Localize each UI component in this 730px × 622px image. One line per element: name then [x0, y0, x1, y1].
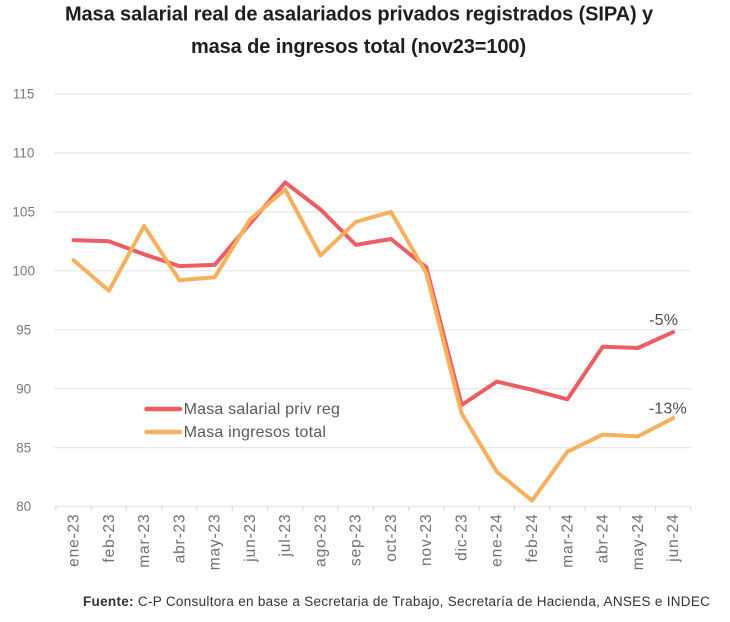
- svg-text:jun-24: jun-24: [665, 514, 682, 563]
- svg-text:abr-23: abr-23: [171, 514, 188, 564]
- svg-text:dic-23: dic-23: [454, 514, 471, 561]
- svg-text:-5%: -5%: [649, 312, 678, 329]
- svg-text:mar-24: mar-24: [559, 514, 576, 568]
- svg-text:oct-23: oct-23: [383, 514, 400, 562]
- svg-text:-13%: -13%: [649, 401, 687, 418]
- svg-text:feb-23: feb-23: [101, 514, 118, 563]
- svg-text:80: 80: [16, 499, 31, 514]
- svg-text:95: 95: [16, 322, 31, 337]
- svg-text:abr-24: abr-24: [595, 514, 612, 564]
- svg-text:115: 115: [13, 87, 35, 102]
- svg-text:nov-23: nov-23: [418, 514, 435, 567]
- svg-text:Masa ingresos total: Masa ingresos total: [184, 424, 327, 441]
- svg-text:ene-24: ene-24: [489, 514, 506, 567]
- svg-text:feb-24: feb-24: [524, 514, 541, 563]
- svg-text:Fuente: C-P Consultora en base: Fuente: C-P Consultora en base a Secreta…: [83, 594, 710, 609]
- svg-text:may-24: may-24: [630, 514, 647, 571]
- svg-text:may-23: may-23: [207, 514, 224, 571]
- svg-text:jun-23: jun-23: [242, 514, 259, 563]
- svg-text:ago-23: ago-23: [312, 514, 329, 567]
- svg-text:90: 90: [16, 381, 31, 396]
- svg-text:Masa salarial priv reg: Masa salarial priv reg: [184, 401, 340, 418]
- svg-text:105: 105: [12, 205, 35, 220]
- svg-text:masa de ingresos total (nov23=: masa de ingresos total (nov23=100): [191, 36, 526, 58]
- svg-text:sep-23: sep-23: [348, 514, 365, 567]
- svg-text:mar-23: mar-23: [136, 514, 153, 568]
- svg-text:ene-23: ene-23: [66, 514, 83, 567]
- svg-text:110: 110: [13, 146, 35, 161]
- svg-text:jul-23: jul-23: [277, 514, 294, 558]
- svg-text:100: 100: [12, 264, 35, 279]
- svg-text:Masa salarial real de asalaria: Masa salarial real de asalariados privad…: [65, 4, 654, 26]
- svg-text:85: 85: [16, 440, 31, 455]
